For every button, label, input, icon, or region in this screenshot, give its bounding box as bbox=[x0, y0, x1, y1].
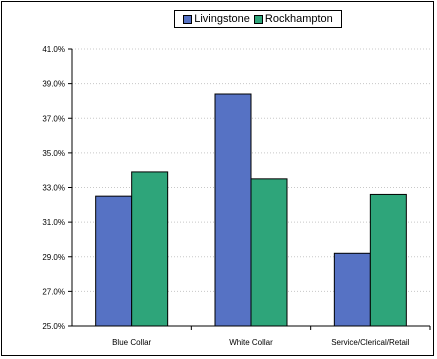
legend-swatch-rockhampton bbox=[253, 14, 263, 24]
legend-label-rockhampton: Rockhampton bbox=[264, 13, 333, 25]
y-tick-label: 35.0% bbox=[42, 149, 65, 158]
legend-label-livingstone: Livingstone bbox=[194, 13, 250, 25]
y-tick-label: 41.0% bbox=[42, 45, 65, 54]
y-tick-label: 31.0% bbox=[42, 218, 65, 227]
bar-livingstone-2 bbox=[333, 252, 371, 327]
y-tick-label: 25.0% bbox=[42, 322, 65, 331]
y-tick-label: 33.0% bbox=[42, 184, 65, 193]
y-tick-label: 39.0% bbox=[42, 80, 65, 89]
bar-rockhampton-2 bbox=[369, 193, 407, 327]
legend-item-livingstone: Livingstone bbox=[183, 13, 250, 25]
y-tick-label: 37.0% bbox=[42, 114, 65, 123]
legend-swatch-livingstone bbox=[183, 14, 193, 24]
legend: Livingstone Rockhampton bbox=[174, 10, 342, 28]
x-category-label: Blue Collar bbox=[112, 338, 151, 347]
y-tick-label: 29.0% bbox=[42, 253, 65, 262]
x-category-label: Service/Clerical/Retail bbox=[331, 338, 409, 347]
y-tick-label: 27.0% bbox=[42, 287, 65, 296]
bar-rockhampton-0 bbox=[131, 171, 169, 327]
bar-rockhampton-1 bbox=[250, 178, 288, 327]
bar-livingstone-0 bbox=[95, 195, 133, 327]
x-category-label: White Collar bbox=[229, 338, 273, 347]
legend-item-rockhampton: Rockhampton bbox=[253, 13, 333, 25]
bar-livingstone-1 bbox=[214, 93, 252, 327]
